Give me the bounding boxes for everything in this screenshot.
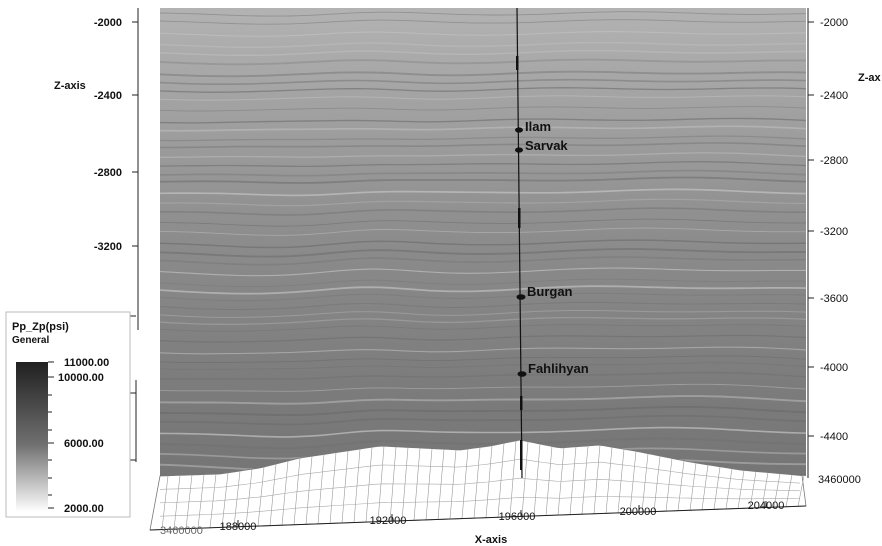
horizon-burgan[interactable]: Burgan [516,284,573,300]
legend-tick: 2000.00 [64,503,104,515]
horizon-label-fahlihyan: Fahlihyan [528,361,589,376]
z-axis-title-left: Z-axis [54,80,86,92]
horizon-label-burgan: Burgan [527,284,573,299]
x-tick: 188000 [220,521,257,533]
pressure-section[interactable] [140,0,810,481]
z-tick-left: -3200 [94,241,122,253]
z-axis-title-right: Z-ax [858,72,882,84]
z-tick-right: -2800 [820,155,848,167]
x-tick: 200000 [620,506,657,518]
legend-title: Pp_Zp(psi) [12,321,69,333]
z-tick-right: -3200 [820,226,848,238]
floor-grid [149,439,807,531]
legend-tick: 10000.00 [58,372,104,384]
z-tick-left: -2000 [94,17,122,29]
well-markers [516,56,523,470]
z-axis-right: -2000 -2400 -2800 -3200 -3600 -4000 -440… [808,17,882,443]
z-axis-left: -2000 -2400 -2800 -3200 Z-axis [54,17,138,461]
strata-lines [160,11,806,476]
z-tick-right: -3600 [820,293,848,305]
horizon-ilam[interactable]: Ilam [515,119,551,134]
horizon-fahlihyan[interactable]: Fahlihyan [517,361,589,377]
x-tick: 192000 [370,515,407,527]
horizon-label-sarvak: Sarvak [525,138,568,153]
x-axis-title: X-axis [475,534,507,546]
z-tick-right: -4000 [820,362,848,374]
z-tick-right: -2400 [820,90,848,102]
z-tick-left: -2800 [94,167,122,179]
legend-tick: 6000.00 [64,438,104,450]
x-axis: 188000 192000 196000 200000 204000 X-axi… [149,474,861,546]
legend-subtitle: General [12,335,49,346]
z-tick-right: -4400 [820,431,848,443]
z-tick-left: -2400 [94,90,122,102]
color-legend[interactable]: Pp_Zp(psi) General 11000.00 10000.00 600… [5,311,131,518]
z-tick-right: -2000 [820,17,848,29]
horizon-label-ilam: Ilam [525,119,551,134]
x-corner-left: 3460000 [160,525,203,537]
legend-tick: 11000.00 [64,357,109,369]
horizon-sarvak[interactable]: Sarvak [515,138,568,153]
x-tick: 196000 [499,511,536,523]
legend-color-bar [16,362,48,512]
x-tick: 204000 [748,500,785,512]
x-corner-right: 3460000 [818,474,861,486]
